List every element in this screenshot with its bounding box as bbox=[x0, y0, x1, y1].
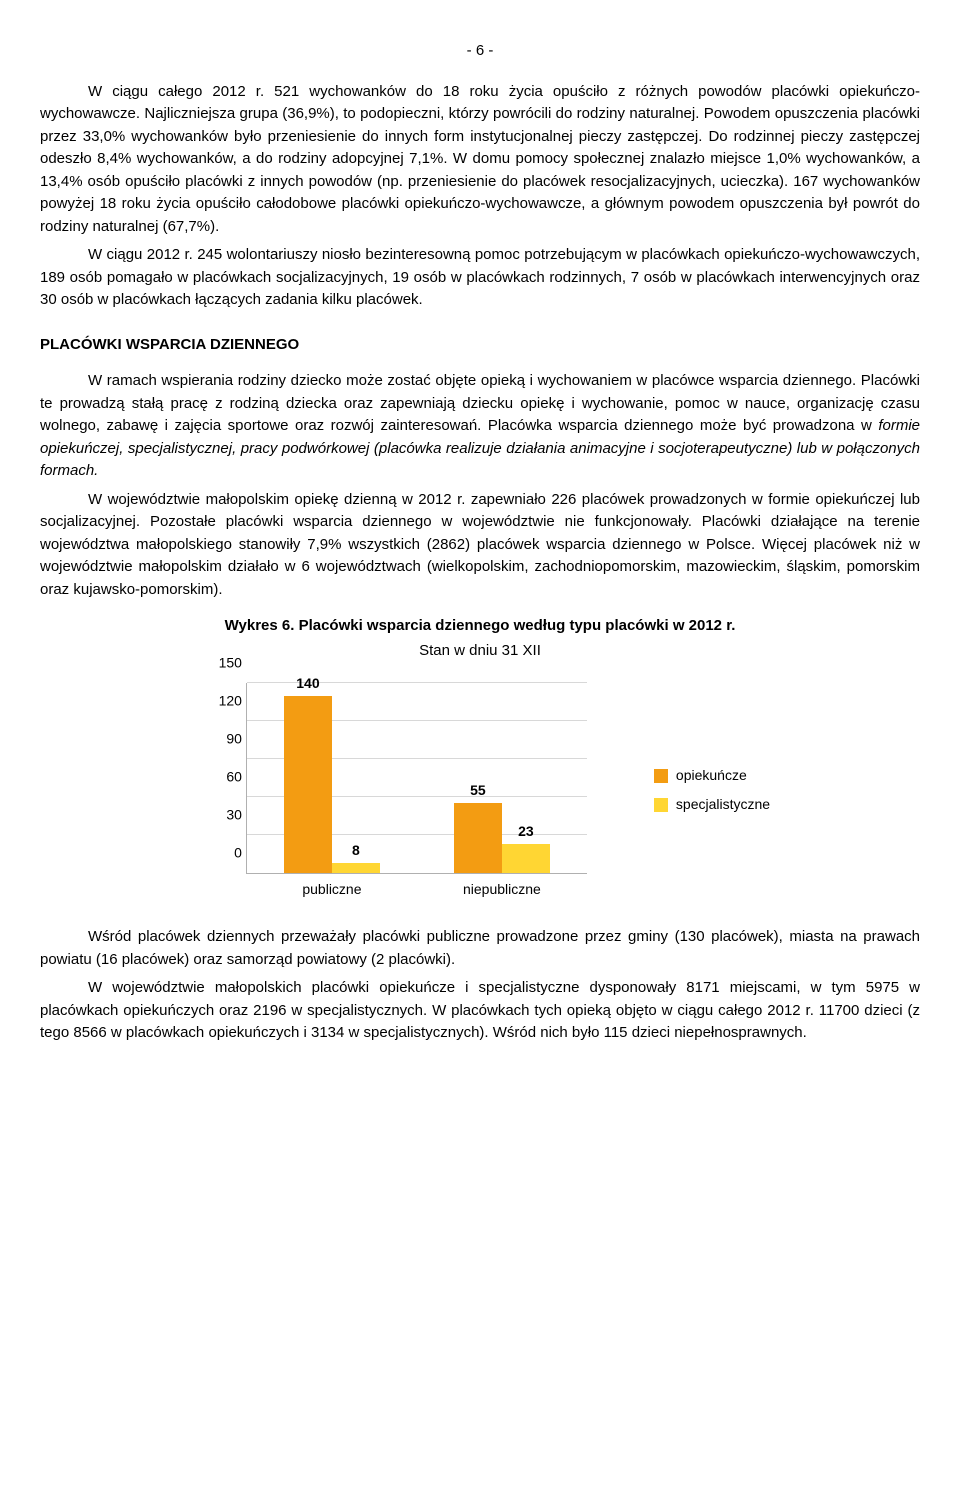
chart-title-bold: Wykres 6. Placówki wsparcia dziennego we… bbox=[225, 617, 736, 634]
chart-xcategory: publiczne bbox=[302, 879, 361, 900]
chart-plot-area: publiczne1408niepubliczne5523 bbox=[246, 683, 587, 874]
paragraph-3: W ramach wspierania rodziny dziecko może… bbox=[40, 370, 920, 483]
paragraph-5: Wśród placówek dziennych przeważały plac… bbox=[40, 926, 920, 971]
chart-subtitle: Stan w dniu 31 XII bbox=[40, 640, 920, 663]
chart-bar: 23 bbox=[502, 844, 550, 873]
paragraph-1: W ciągu całego 2012 r. 521 wychowanków d… bbox=[40, 81, 920, 239]
chart-bar-label: 23 bbox=[518, 821, 534, 842]
legend-item: specjalistyczne bbox=[654, 794, 770, 815]
paragraph-6: W województwie małopolskich placówki opi… bbox=[40, 977, 920, 1045]
chart-bar-label: 8 bbox=[352, 840, 360, 861]
chart-bar-label: 55 bbox=[470, 780, 486, 801]
legend-swatch-icon bbox=[654, 798, 668, 812]
section-heading-placowki: PLACÓWKI WSPARCIA DZIENNEGO bbox=[40, 334, 920, 357]
chart-ytick: 120 bbox=[190, 691, 242, 712]
bar-chart: publiczne1408niepubliczne552303060901201… bbox=[190, 670, 630, 910]
chart-wrap: publiczne1408niepubliczne552303060901201… bbox=[40, 670, 920, 910]
chart-bar-label: 140 bbox=[296, 673, 319, 694]
chart-ytick: 90 bbox=[190, 729, 242, 750]
chart-ytick: 60 bbox=[190, 767, 242, 788]
chart-xcategory: niepubliczne bbox=[463, 879, 541, 900]
page-number: - 6 - bbox=[40, 40, 920, 63]
chart-bar: 55 bbox=[454, 803, 502, 873]
chart-bar: 8 bbox=[332, 863, 380, 873]
legend-label: specjalistyczne bbox=[676, 794, 770, 815]
chart-legend: opiekuńcze specjalistyczne bbox=[654, 757, 770, 823]
paragraph-3-text: W ramach wspierania rodziny dziecko może… bbox=[40, 372, 920, 434]
paragraph-4: W województwie małopolskim opiekę dzienn… bbox=[40, 489, 920, 602]
chart-bar: 140 bbox=[284, 696, 332, 873]
chart-ytick: 0 bbox=[190, 843, 242, 864]
chart-title: Wykres 6. Placówki wsparcia dziennego we… bbox=[40, 615, 920, 638]
document-page: - 6 - W ciągu całego 2012 r. 521 wychowa… bbox=[0, 0, 960, 1091]
legend-item: opiekuńcze bbox=[654, 765, 770, 786]
legend-swatch-icon bbox=[654, 769, 668, 783]
chart-ytick: 30 bbox=[190, 805, 242, 826]
legend-label: opiekuńcze bbox=[676, 765, 747, 786]
paragraph-2: W ciągu 2012 r. 245 wolontariuszy niosło… bbox=[40, 244, 920, 312]
chart-ytick: 150 bbox=[190, 653, 242, 674]
